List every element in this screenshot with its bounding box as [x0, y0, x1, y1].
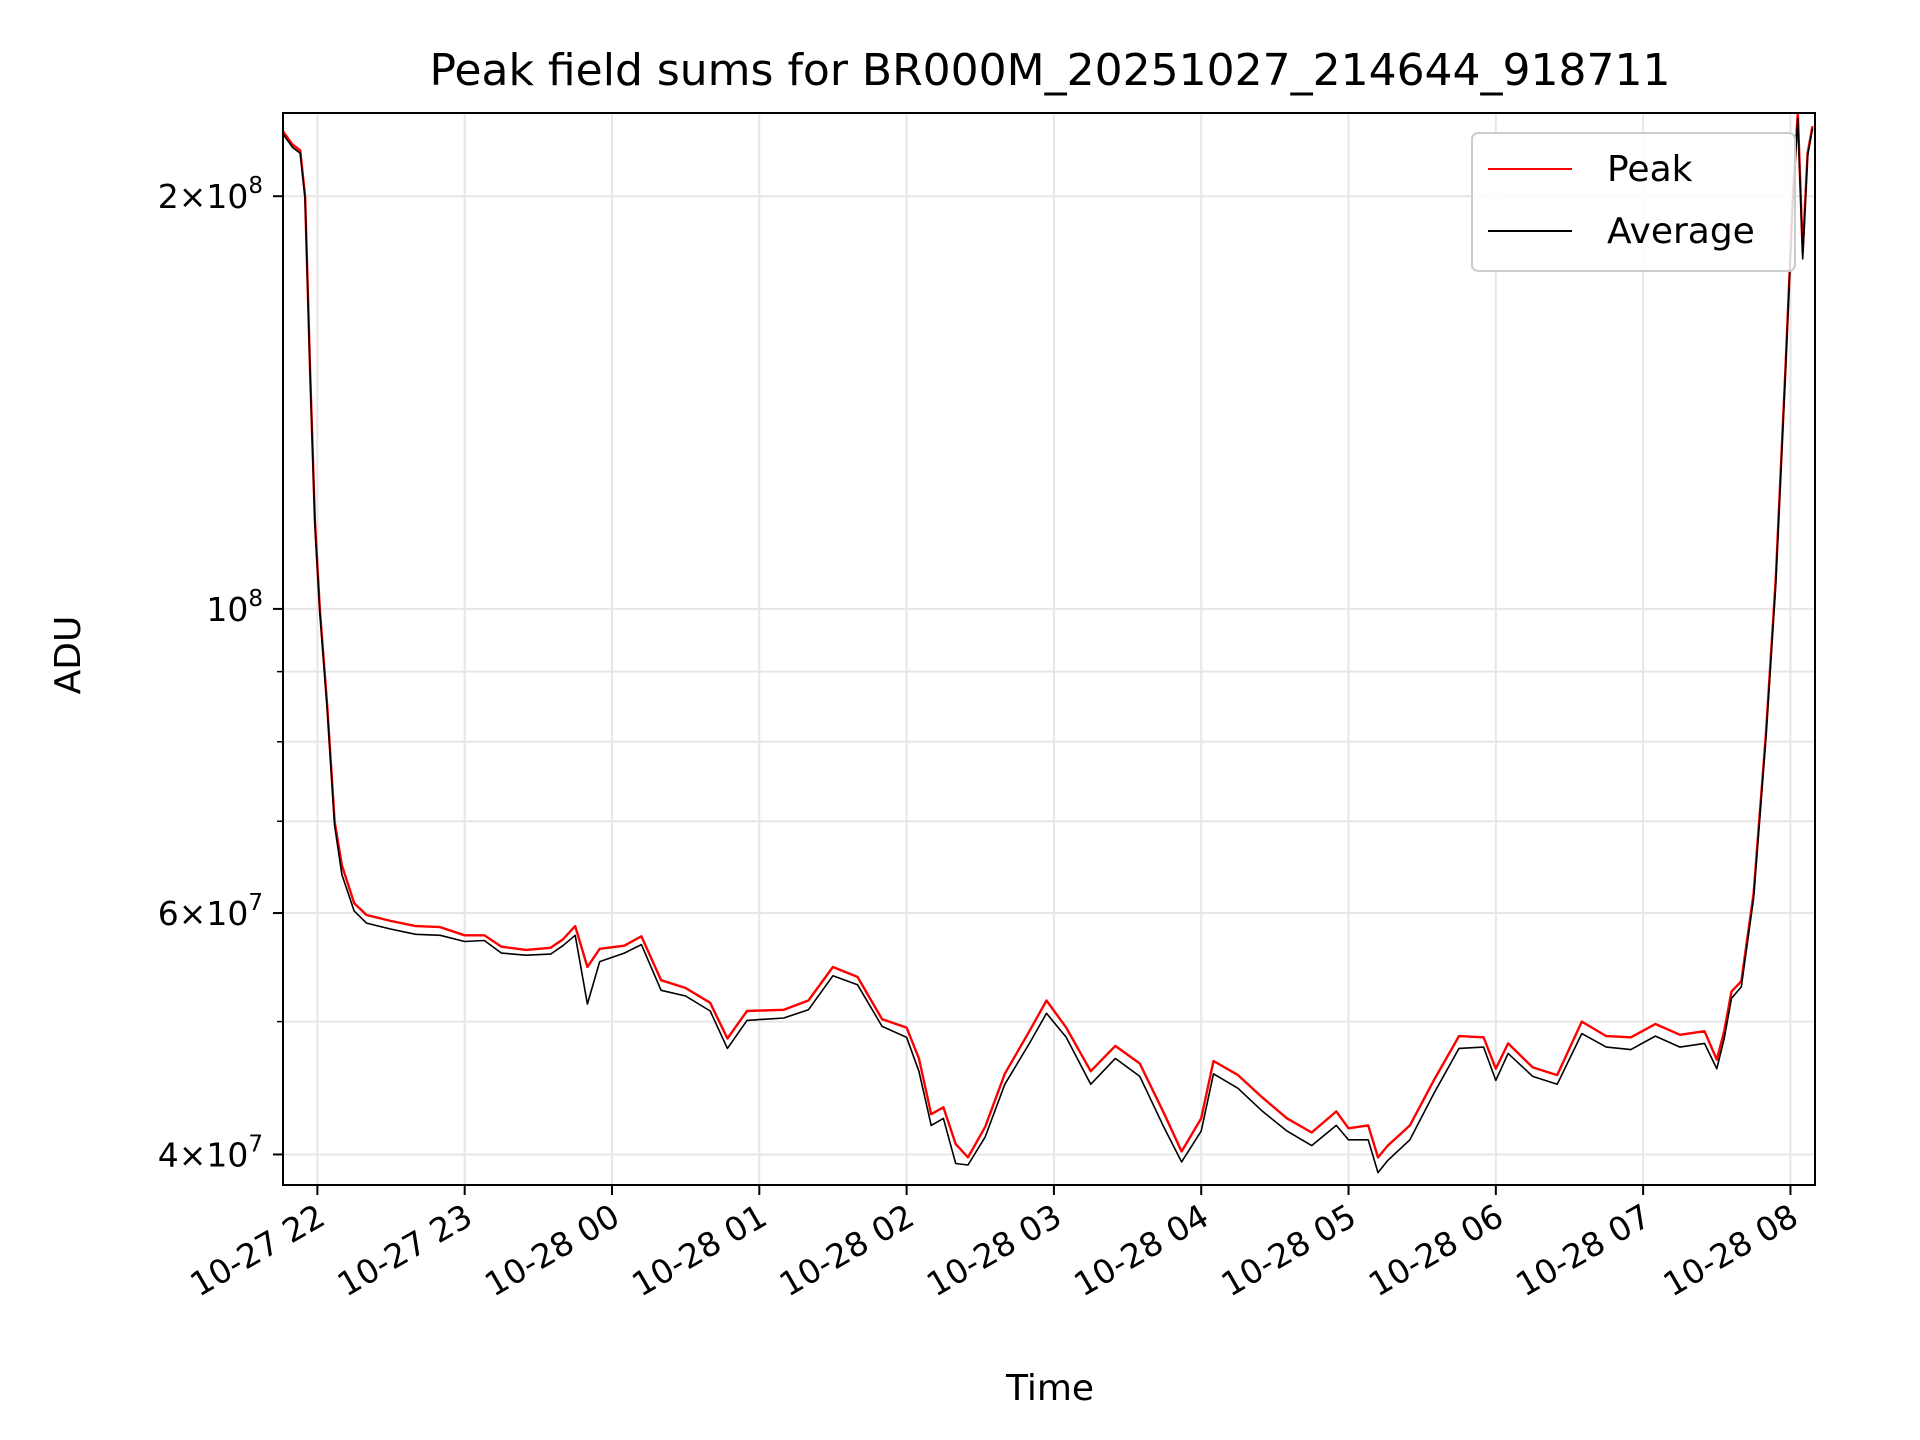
- legend-box: [1471, 132, 1796, 272]
- series-lines: [283, 113, 1814, 1174]
- chart-legend: Peak Average: [1471, 132, 1796, 272]
- legend-label-average: Average: [1607, 211, 1755, 252]
- y-axis-label: ADU: [48, 616, 89, 695]
- x-axis-label: Time: [1005, 1368, 1094, 1409]
- y-tick-label-3: 2×108: [158, 173, 263, 216]
- series-line-peak: [283, 113, 1814, 1159]
- y-tick-label-1: 6×107: [158, 890, 263, 933]
- chart-title: Peak field sums for BR000M_20251027_2146…: [429, 45, 1670, 96]
- legend-label-peak: Peak: [1607, 149, 1693, 190]
- series-line-average: [283, 117, 1814, 1174]
- y-tick-label-0: 4×107: [158, 1131, 263, 1174]
- y-tick-label-2: 108: [206, 586, 263, 629]
- plot-frame: [282, 112, 1816, 1186]
